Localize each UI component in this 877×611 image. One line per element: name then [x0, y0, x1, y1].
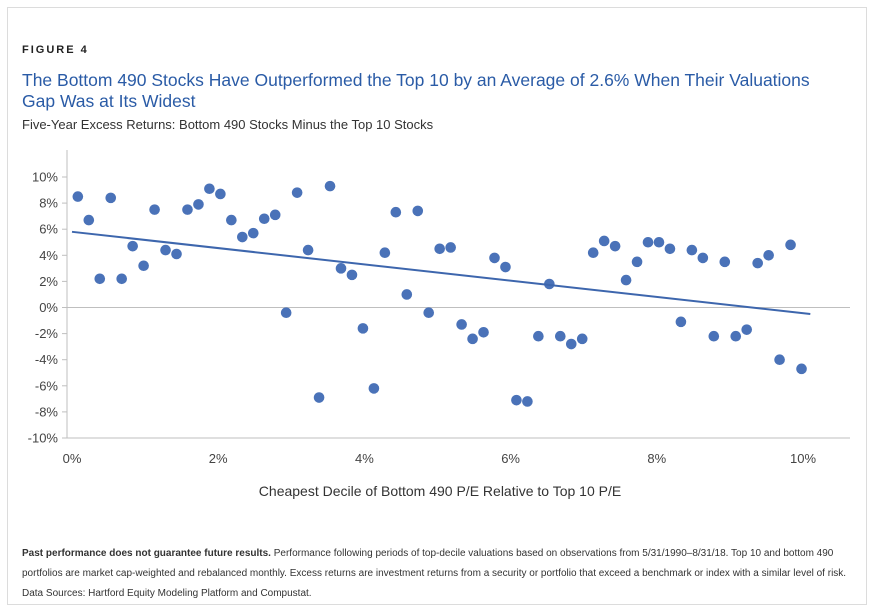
data-point	[763, 250, 774, 261]
data-points	[72, 180, 807, 407]
data-point	[675, 316, 687, 328]
data-point	[774, 354, 785, 365]
data-point	[226, 214, 237, 226]
data-point	[149, 204, 160, 215]
data-point	[555, 330, 566, 342]
x-tick-label: 8%	[647, 451, 666, 466]
y-tick-label: -2%	[35, 326, 59, 341]
data-point	[204, 183, 215, 195]
data-point	[741, 324, 753, 335]
data-point	[302, 244, 314, 256]
data-point	[631, 256, 643, 268]
data-point	[258, 213, 270, 225]
x-axis-label: Cheapest Decile of Bottom 490 P/E Relati…	[259, 483, 621, 499]
footnote: Past performance does not guarantee futu…	[22, 544, 852, 604]
data-point	[390, 206, 402, 218]
data-point	[346, 269, 358, 281]
data-point	[642, 236, 654, 248]
data-point	[324, 180, 336, 192]
data-point	[796, 363, 807, 375]
chart-axes: 10% 8% 6% 4% 2% 0% -2% -4% -6% -8% -10% 0% 2% 4% 6% 8% 1…	[28, 150, 850, 466]
data-point	[719, 256, 731, 268]
y-tick-label: 4%	[39, 248, 58, 263]
figure-card	[7, 7, 867, 605]
data-point	[445, 242, 456, 253]
x-tick-label: 2%	[209, 451, 228, 466]
x-tick-label: 0%	[63, 451, 82, 466]
data-point	[423, 307, 435, 319]
y-tick-label: 2%	[39, 274, 58, 289]
x-tick-label: 6%	[501, 451, 520, 466]
data-point	[401, 289, 413, 300]
data-point	[576, 333, 588, 345]
data-point	[511, 394, 522, 406]
data-point	[379, 247, 391, 258]
chart-title: The Bottom 490 Stocks Have Outperformed …	[22, 70, 810, 111]
trendline	[71, 230, 811, 316]
data-point	[215, 188, 226, 200]
data-point	[72, 191, 84, 202]
footnote-disclaimer: Past performance does not guarantee futu…	[22, 548, 271, 559]
data-point	[237, 231, 248, 243]
scatter-chart: 10% 8% 6% 4% 2% 0% -2% -4% -6% -8% -10% 0% 2% 4% 6% 8% 1…	[28, 150, 850, 499]
data-point	[247, 227, 259, 239]
data-point	[127, 240, 138, 252]
data-point	[533, 330, 544, 342]
data-point	[412, 205, 424, 217]
data-point	[664, 243, 676, 255]
y-tick-label: 0%	[39, 300, 58, 315]
data-point	[620, 274, 632, 286]
data-point	[587, 247, 599, 258]
data-point	[708, 330, 720, 342]
data-point	[434, 243, 445, 255]
data-point	[500, 261, 511, 273]
data-point	[138, 260, 149, 272]
y-tick-label: 6%	[39, 222, 58, 237]
footnote-text: Performance following periods of top-dec…	[22, 548, 847, 599]
y-tick-label: -6%	[35, 378, 59, 393]
data-point	[609, 240, 621, 252]
data-point	[280, 307, 292, 319]
figure-label: FIGURE 4	[22, 44, 89, 56]
data-point	[313, 392, 325, 403]
data-point	[697, 252, 709, 264]
y-tick-label: -10%	[28, 431, 59, 446]
data-point	[653, 236, 665, 248]
data-point	[83, 214, 95, 226]
x-tick-label: 4%	[355, 451, 374, 466]
data-point	[193, 199, 204, 210]
y-tick-label: 10%	[32, 170, 58, 185]
y-tick-label: -4%	[35, 352, 59, 367]
data-point	[269, 209, 281, 221]
data-point	[357, 323, 369, 334]
data-point	[456, 319, 467, 330]
data-point	[171, 248, 182, 260]
data-point	[182, 204, 193, 215]
chart-subtitle: Five-Year Excess Returns: Bottom 490 Sto…	[22, 117, 434, 132]
data-point	[368, 383, 380, 394]
data-point	[730, 330, 742, 342]
y-tick-label: -8%	[35, 404, 59, 419]
data-point	[565, 338, 577, 350]
data-point	[291, 187, 303, 198]
data-point	[478, 326, 489, 338]
data-point	[686, 244, 698, 256]
trendline-group	[71, 230, 811, 316]
data-point	[116, 273, 128, 285]
data-point	[598, 235, 610, 247]
data-point	[105, 192, 117, 204]
data-point	[335, 263, 347, 274]
data-point	[160, 244, 171, 256]
data-point	[752, 257, 763, 269]
data-point	[489, 252, 500, 264]
data-point	[785, 239, 796, 251]
y-tick-label: 8%	[39, 196, 58, 211]
data-point	[467, 333, 478, 345]
x-tick-label: 10%	[790, 451, 816, 466]
data-point	[94, 273, 106, 285]
data-point	[522, 396, 533, 407]
